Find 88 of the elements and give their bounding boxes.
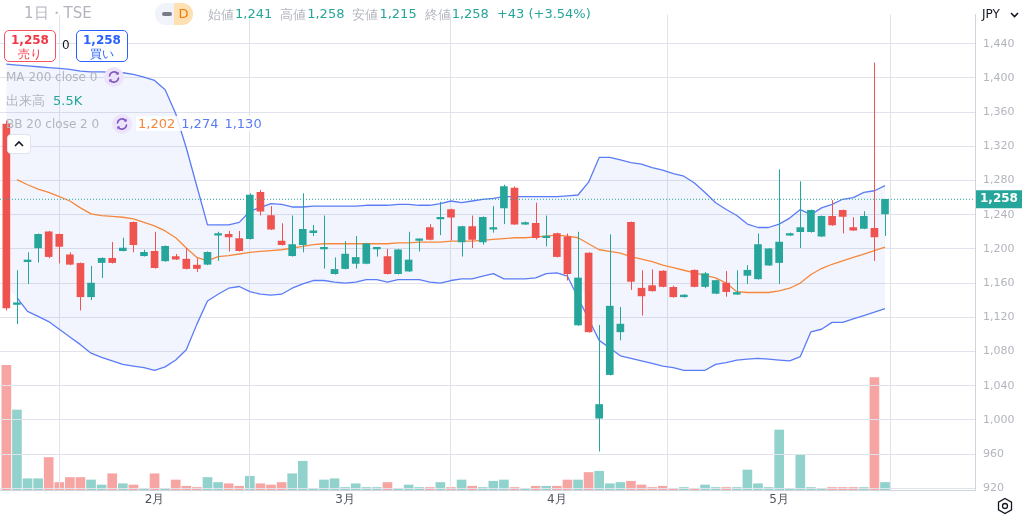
annotation: 売り xyxy=(17,47,43,61)
candlestick xyxy=(838,209,847,234)
candlestick xyxy=(415,238,424,252)
annotation: 1,258 xyxy=(10,33,50,47)
candlestick xyxy=(362,242,371,265)
chart-title: 1日・TSE xyxy=(24,4,92,23)
candlestick xyxy=(108,241,117,264)
annotation: 買い xyxy=(89,47,115,61)
x-tick-label: 5月 xyxy=(769,492,789,507)
text: JPY xyxy=(982,7,1000,21)
candlestick xyxy=(658,269,667,288)
annotation: +43 (+3.54%) xyxy=(496,6,591,23)
candlestick xyxy=(193,257,201,273)
y-tick-label: 1,360 xyxy=(983,104,1015,118)
y-tick-label: 1,440 xyxy=(983,36,1015,50)
candlestick xyxy=(394,248,402,276)
annotation: 0 xyxy=(62,38,70,52)
candlestick xyxy=(351,235,360,270)
candlestick xyxy=(627,221,635,291)
candlestick xyxy=(605,233,614,376)
candlestick xyxy=(754,232,762,281)
annotation: 1,130 xyxy=(224,116,262,131)
y-tick-label: 1,120 xyxy=(983,310,1015,324)
candlestick xyxy=(701,271,709,289)
candlestick xyxy=(267,205,275,231)
bar xyxy=(880,482,890,490)
candlestick xyxy=(595,324,604,453)
candlestick xyxy=(785,232,794,237)
y-tick-label: 1,280 xyxy=(983,173,1015,187)
candlestick xyxy=(860,210,868,230)
annotation: D xyxy=(174,3,193,25)
annotation: 安値 xyxy=(352,6,379,24)
candlestick xyxy=(648,268,656,293)
candlestick xyxy=(13,269,21,325)
candlestick xyxy=(447,208,455,241)
candlestick xyxy=(235,230,244,252)
candlestick xyxy=(66,251,74,266)
y-tick-label: 1,080 xyxy=(983,344,1015,358)
y-tick-label: 1,040 xyxy=(983,378,1015,392)
candlestick xyxy=(44,230,53,259)
annotation: BB 20 close 2 0 xyxy=(6,117,100,131)
bar xyxy=(869,377,880,490)
bar xyxy=(117,483,128,490)
candlestick xyxy=(489,205,498,234)
candlestick xyxy=(182,247,191,270)
y-tick-label: 1,000 xyxy=(983,412,1015,426)
y-tick-label: 1,240 xyxy=(983,207,1015,221)
bar xyxy=(107,473,118,490)
candlestick xyxy=(574,231,582,327)
candlestick xyxy=(468,215,476,249)
bar xyxy=(149,473,160,490)
annotation: MA 200 close 0 xyxy=(6,70,98,84)
annotation: 1,258 xyxy=(82,33,122,47)
candlestick xyxy=(161,244,169,263)
y-tick-label: 1,400 xyxy=(983,70,1015,84)
x-tick-label: 4月 xyxy=(547,492,567,507)
y-tick-label: 920 xyxy=(983,481,1004,495)
candlestick xyxy=(341,240,349,270)
annotation: 高値 xyxy=(280,6,307,24)
y-tick-label: 960 xyxy=(983,446,1004,460)
annotation: 1,274 xyxy=(181,116,219,131)
y-tick-label: 1,320 xyxy=(983,139,1015,153)
candlestick xyxy=(478,215,487,246)
x-tick-label: 2月 xyxy=(144,492,165,507)
candlestick xyxy=(807,209,815,234)
candlestick xyxy=(214,231,222,262)
annotation: 5.5K xyxy=(53,93,83,108)
annotation: 終値 xyxy=(424,6,451,24)
annotation: 出来高 xyxy=(6,93,45,108)
candlestick xyxy=(669,285,678,299)
annotation: 1,215 xyxy=(379,6,417,23)
candlestick xyxy=(55,232,64,264)
y-tick-label: 1,200 xyxy=(983,241,1015,255)
candlestick xyxy=(288,215,297,258)
candlestick xyxy=(553,232,561,258)
candlestick xyxy=(140,249,148,258)
y-tick-label: 1,160 xyxy=(983,275,1015,289)
bar xyxy=(573,479,583,490)
annotation: 1,202 xyxy=(138,116,176,131)
ref-line-label: 1,258 xyxy=(980,191,1018,206)
annotation: 1,241 xyxy=(235,6,273,23)
annotation: 1,258 xyxy=(451,6,489,23)
annotation: 1,258 xyxy=(307,6,345,23)
x-tick-label: 3月 xyxy=(335,492,355,507)
annotation: 始値 xyxy=(208,6,234,24)
bar xyxy=(1,365,12,490)
candlestick xyxy=(425,223,434,241)
candlestick xyxy=(732,269,741,296)
